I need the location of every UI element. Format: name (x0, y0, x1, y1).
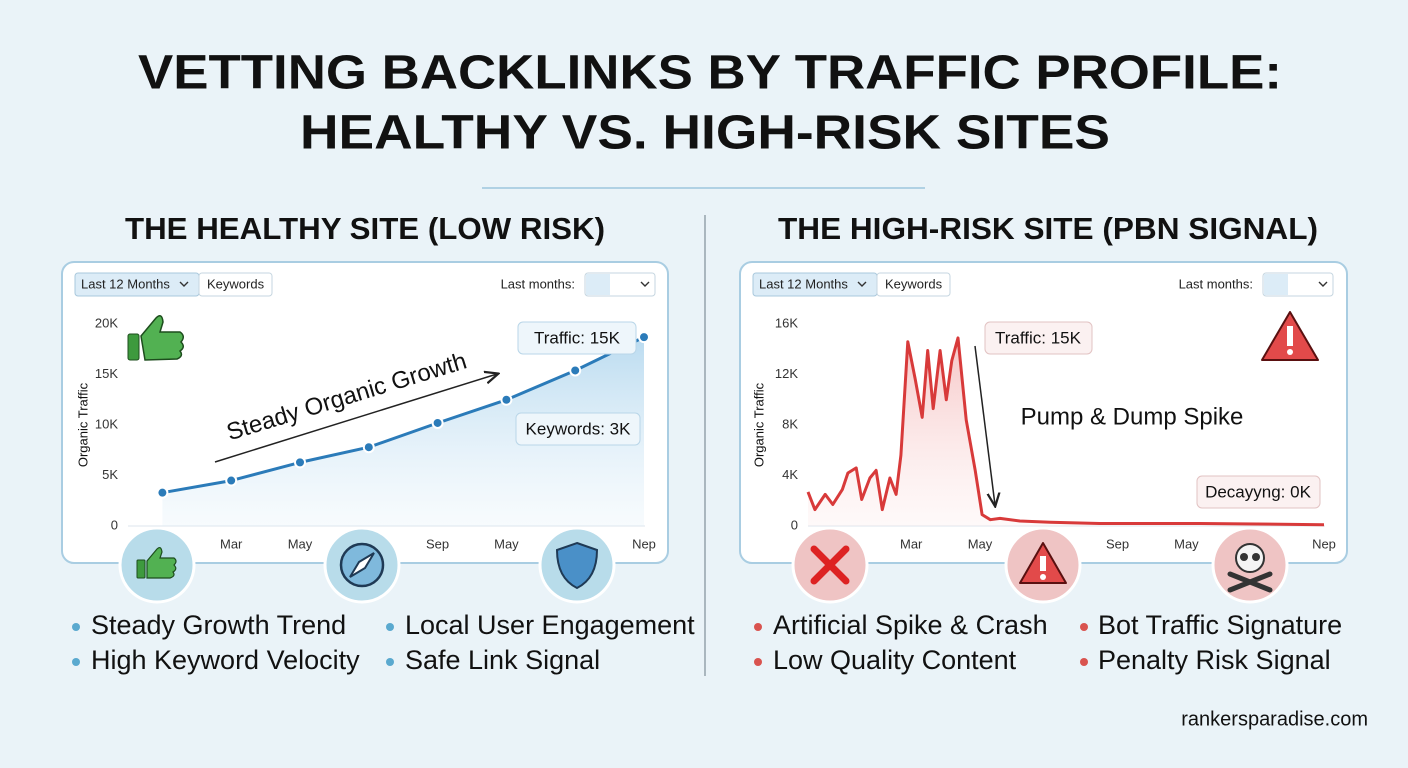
tooltip (1196, 475, 1321, 509)
area (162, 337, 644, 526)
tooltip (984, 321, 1093, 355)
line (806, 336, 1325, 527)
marker (638, 331, 650, 344)
marker (156, 486, 169, 499)
bullet-dot (72, 658, 80, 666)
crash-arrow (974, 345, 995, 505)
y-tick-label: 0 (791, 517, 798, 532)
plots: 0 5K 10K 15K 20K Mar May Sep May Nep 0 4K 8K 12K 16K Ma… (95, 315, 1336, 551)
bullet: Safe Link Signal (405, 645, 600, 675)
y-tick-label: 5K (102, 467, 118, 482)
icon-badge (118, 526, 196, 604)
x-tick-label: Sep (1106, 536, 1129, 551)
chevron (640, 281, 650, 287)
annotation: Traffic: 15K (534, 328, 621, 347)
bullet: High Keyword Velocity (91, 645, 360, 675)
marker (362, 441, 375, 454)
title-line: VETTING BACKLINKS BY TRAFFIC PROFILE: (138, 47, 1282, 100)
panel-heading: THE HEALTHY SITE (LOW RISK) (125, 211, 605, 246)
view-option[interactable] (586, 274, 610, 295)
range-label: Last 12 Months (81, 276, 170, 291)
y-tick-label: 0 (111, 517, 118, 532)
period-label: Last months: (1179, 276, 1253, 291)
line (162, 335, 645, 495)
y-tick-label: 15K (95, 366, 118, 381)
tooltip (515, 412, 641, 446)
x-tick-label: Mar (900, 536, 923, 551)
tooltip (517, 321, 637, 355)
thumbs-up-icon (127, 315, 184, 361)
bullet: Bot Traffic Signature (1098, 610, 1342, 640)
y-tick-label: 20K (95, 315, 118, 330)
y-axis-title: Organic Traffic (751, 382, 766, 467)
y-tick-label: 8K (782, 416, 798, 431)
annotation: Traffic: 15K (995, 328, 1082, 347)
bullet-dot (386, 658, 394, 666)
bullet-dot (754, 658, 762, 666)
y-tick-label: 12K (775, 366, 798, 381)
bullet: Steady Growth Trend (91, 610, 346, 640)
x-tick-label: May (1174, 536, 1199, 551)
tab-label: Keywords (885, 276, 943, 291)
range-label: Last 12 Months (759, 276, 848, 291)
x-tick-label: May (288, 536, 313, 551)
bullet: Artificial Spike & Crash (773, 610, 1048, 640)
bullet-dot (1080, 658, 1088, 666)
tab-button[interactable] (876, 272, 951, 297)
bullet-list: Steady Growth Trend High Keyword Velocit… (72, 610, 1342, 675)
chevron (1318, 281, 1328, 287)
chevron (857, 281, 867, 287)
annotation: Decayyng: 0K (1205, 482, 1311, 501)
chevron (179, 281, 189, 287)
x-tick-label: Sep (426, 536, 449, 551)
marker (225, 474, 238, 487)
x-tick-label: Nep (1312, 536, 1336, 551)
y-tick-label: 16K (775, 315, 798, 330)
bullet-dot (72, 623, 80, 631)
bullet: Low Quality Content (773, 645, 1017, 675)
annotation: Keywords: 3K (526, 419, 632, 438)
icon-badge (538, 526, 616, 604)
view-option[interactable] (1264, 274, 1288, 295)
bullet-dot (754, 623, 762, 631)
icon-badge (323, 526, 401, 604)
x-tick-label: May (968, 536, 993, 551)
y-axis-title: Organic Traffic (75, 382, 90, 467)
marker (431, 416, 444, 429)
title-line: HEALTHY VS. HIGH-RISK SITES (300, 107, 1110, 160)
bullet: Penalty Risk Signal (1098, 645, 1331, 675)
x-tick-label: May (494, 536, 519, 551)
annotation: Pump & Dump Spike (1021, 403, 1244, 430)
bullet-dot (1080, 623, 1088, 631)
trend-arrow (214, 374, 497, 463)
marker (569, 364, 582, 377)
y-tick-label: 10K (95, 416, 118, 431)
period-label: Last months: (501, 276, 575, 291)
y-tick-label: 4K (782, 467, 798, 482)
tab-label: Keywords (207, 276, 265, 291)
bullet: Local User Engagement (405, 610, 695, 640)
x-tick-label: Mar (220, 536, 243, 551)
footer: rankersparadise.com (1181, 708, 1368, 730)
x-tick-label: Nep (632, 536, 656, 551)
warning-icon (1261, 311, 1319, 361)
icon-badge (1004, 526, 1082, 604)
marker (294, 456, 306, 469)
tab-button[interactable] (198, 272, 273, 297)
panel-heading: THE HIGH-RISK SITE (PBN SIGNAL) (778, 211, 1318, 246)
toolbar: Last 12 Months Keywords Last months: Las… (74, 272, 1334, 297)
icon-badge (1211, 526, 1289, 604)
marker (500, 393, 513, 406)
bullet-dot (386, 623, 394, 631)
icon-badge (791, 526, 869, 604)
